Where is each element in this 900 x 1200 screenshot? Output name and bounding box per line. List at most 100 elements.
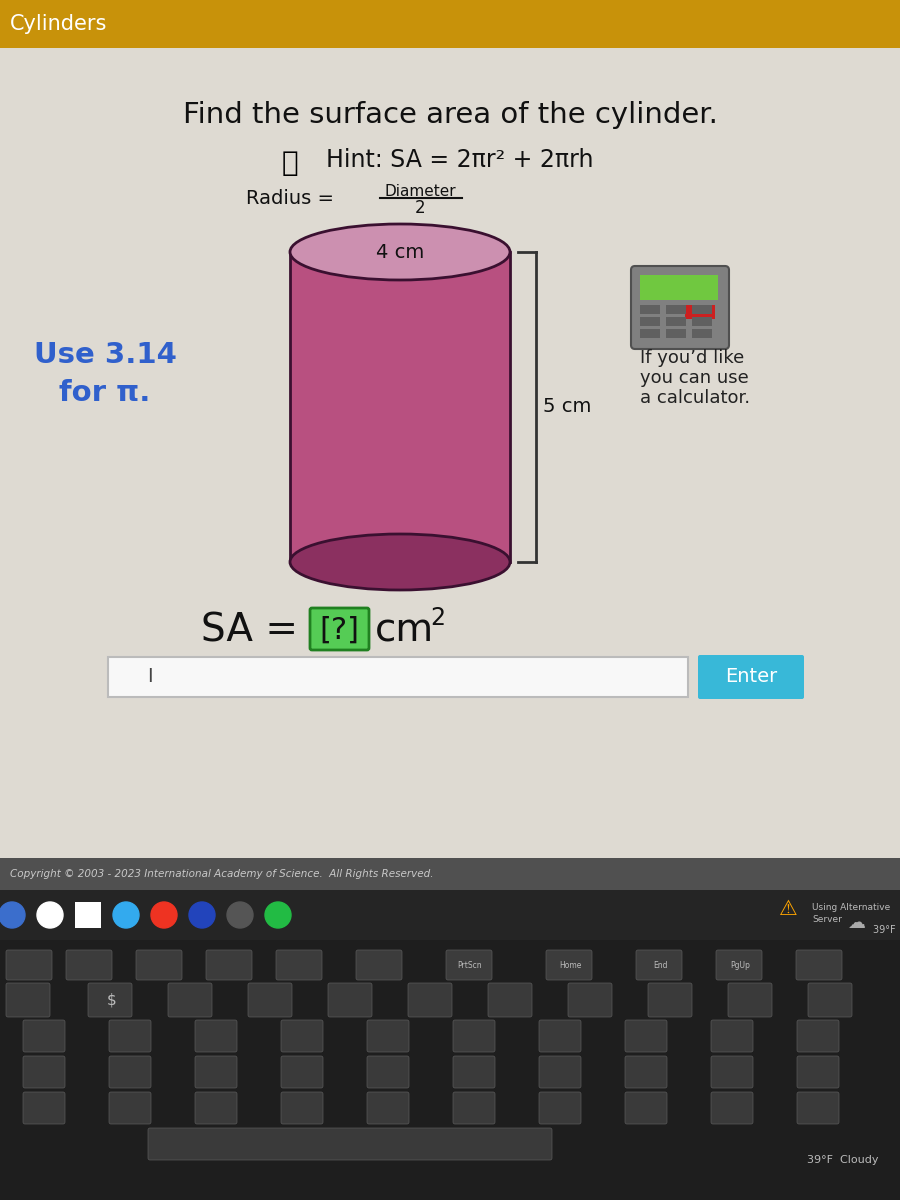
Text: Use 3.14: Use 3.14 xyxy=(33,341,176,370)
Bar xyxy=(666,329,686,338)
Circle shape xyxy=(265,902,291,928)
Text: PgUp: PgUp xyxy=(730,960,750,970)
Text: cm: cm xyxy=(375,611,434,649)
Bar xyxy=(692,329,712,338)
Bar xyxy=(640,305,660,314)
FancyBboxPatch shape xyxy=(206,950,252,980)
Text: Enter: Enter xyxy=(724,667,777,686)
Circle shape xyxy=(0,902,25,928)
FancyBboxPatch shape xyxy=(625,1092,667,1124)
FancyBboxPatch shape xyxy=(796,950,842,980)
Bar xyxy=(640,317,660,326)
FancyBboxPatch shape xyxy=(716,950,762,980)
FancyBboxPatch shape xyxy=(546,950,592,980)
FancyBboxPatch shape xyxy=(453,1092,495,1124)
FancyBboxPatch shape xyxy=(797,1056,839,1088)
FancyBboxPatch shape xyxy=(711,1056,753,1088)
Text: PrtScn: PrtScn xyxy=(458,960,482,970)
FancyBboxPatch shape xyxy=(281,1056,323,1088)
FancyBboxPatch shape xyxy=(711,1092,753,1124)
Text: 2: 2 xyxy=(430,606,445,630)
Circle shape xyxy=(113,902,139,928)
Circle shape xyxy=(227,902,253,928)
FancyBboxPatch shape xyxy=(367,1056,409,1088)
FancyBboxPatch shape xyxy=(276,950,322,980)
Text: I: I xyxy=(148,667,153,686)
FancyBboxPatch shape xyxy=(23,1092,65,1124)
FancyBboxPatch shape xyxy=(66,950,112,980)
FancyBboxPatch shape xyxy=(168,983,212,1018)
FancyBboxPatch shape xyxy=(711,1020,753,1052)
Bar xyxy=(666,317,686,326)
FancyBboxPatch shape xyxy=(195,1092,237,1124)
FancyBboxPatch shape xyxy=(648,983,692,1018)
Bar xyxy=(75,902,101,928)
Text: Diameter: Diameter xyxy=(384,184,455,198)
FancyBboxPatch shape xyxy=(310,608,369,650)
Text: Using Alternative: Using Alternative xyxy=(812,902,890,912)
FancyBboxPatch shape xyxy=(797,1020,839,1052)
FancyBboxPatch shape xyxy=(625,1056,667,1088)
FancyBboxPatch shape xyxy=(281,1092,323,1124)
FancyBboxPatch shape xyxy=(281,1020,323,1052)
FancyBboxPatch shape xyxy=(636,950,682,980)
Text: Cylinders: Cylinders xyxy=(10,14,107,34)
FancyBboxPatch shape xyxy=(408,983,452,1018)
Text: Server: Server xyxy=(812,916,842,924)
Bar xyxy=(666,305,686,314)
FancyBboxPatch shape xyxy=(728,983,772,1018)
FancyBboxPatch shape xyxy=(539,1092,581,1124)
FancyBboxPatch shape xyxy=(356,950,402,980)
Text: for π.: for π. xyxy=(59,379,150,407)
FancyBboxPatch shape xyxy=(453,1056,495,1088)
FancyBboxPatch shape xyxy=(631,266,729,349)
FancyBboxPatch shape xyxy=(568,983,612,1018)
FancyBboxPatch shape xyxy=(148,1128,552,1160)
Circle shape xyxy=(151,902,177,928)
Text: End: End xyxy=(652,960,667,970)
Text: If you’d like: If you’d like xyxy=(640,349,744,367)
Circle shape xyxy=(189,902,215,928)
Text: 4 cm: 4 cm xyxy=(376,242,424,262)
Text: SA =: SA = xyxy=(201,611,310,649)
FancyBboxPatch shape xyxy=(23,1020,65,1052)
FancyBboxPatch shape xyxy=(367,1020,409,1052)
Text: ⚠: ⚠ xyxy=(778,899,797,919)
Bar xyxy=(685,305,715,319)
Text: 2: 2 xyxy=(415,199,426,217)
FancyBboxPatch shape xyxy=(539,1020,581,1052)
FancyBboxPatch shape xyxy=(625,1020,667,1052)
Bar xyxy=(640,275,718,300)
Text: Find the surface area of the cylinder.: Find the surface area of the cylinder. xyxy=(183,101,717,128)
Text: Radius =: Radius = xyxy=(246,188,340,208)
Text: [?]: [?] xyxy=(319,616,359,644)
Text: a calculator.: a calculator. xyxy=(640,389,750,407)
FancyBboxPatch shape xyxy=(136,950,182,980)
FancyBboxPatch shape xyxy=(248,983,292,1018)
FancyBboxPatch shape xyxy=(6,983,50,1018)
FancyBboxPatch shape xyxy=(195,1056,237,1088)
FancyBboxPatch shape xyxy=(367,1092,409,1124)
FancyBboxPatch shape xyxy=(195,1020,237,1052)
FancyBboxPatch shape xyxy=(23,1056,65,1088)
Text: 5 cm: 5 cm xyxy=(543,397,591,416)
FancyBboxPatch shape xyxy=(808,983,852,1018)
Ellipse shape xyxy=(290,224,510,280)
Bar xyxy=(0,0,900,48)
Bar xyxy=(0,48,900,858)
Bar xyxy=(0,940,900,1200)
FancyBboxPatch shape xyxy=(698,655,804,698)
Bar xyxy=(692,317,712,326)
Text: you can use: you can use xyxy=(640,370,749,386)
FancyBboxPatch shape xyxy=(328,983,372,1018)
FancyBboxPatch shape xyxy=(453,1020,495,1052)
Text: 🐠: 🐠 xyxy=(282,149,298,176)
Bar xyxy=(290,252,510,562)
Bar xyxy=(640,329,660,338)
FancyBboxPatch shape xyxy=(109,1092,151,1124)
Text: Home: Home xyxy=(559,960,581,970)
FancyBboxPatch shape xyxy=(6,950,52,980)
FancyBboxPatch shape xyxy=(109,1056,151,1088)
FancyBboxPatch shape xyxy=(539,1056,581,1088)
Text: Hint: SA = 2πr² + 2πrh: Hint: SA = 2πr² + 2πrh xyxy=(326,148,594,172)
